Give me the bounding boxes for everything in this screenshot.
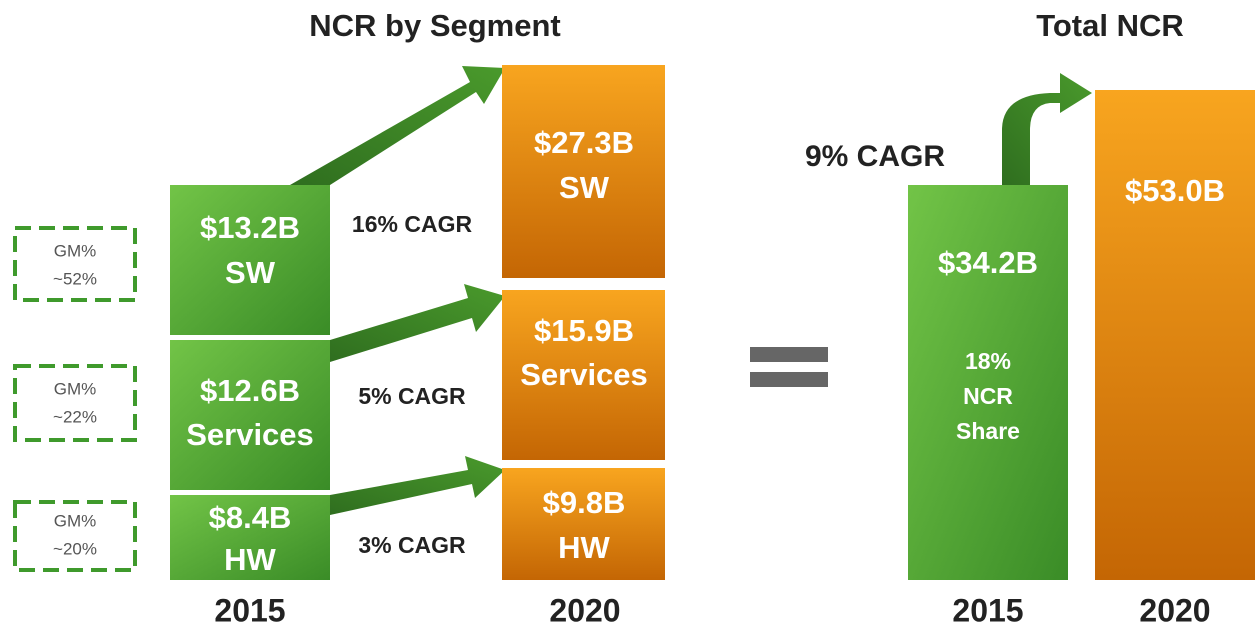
value: $8.4B [209, 500, 292, 535]
equals-bar [750, 347, 828, 362]
share-line: NCR [963, 383, 1013, 409]
share-line: Share [956, 418, 1020, 444]
segment-name: HW [558, 530, 610, 565]
total-box-2020 [1095, 90, 1255, 580]
value: $15.9B [534, 313, 634, 348]
segment-name: HW [224, 542, 276, 577]
gm-label: GM% [54, 379, 97, 398]
value: $13.2B [200, 210, 300, 245]
panel-title: Total NCR [1036, 8, 1184, 43]
cagr: 5% CAGR [358, 383, 466, 409]
box-2020 [502, 290, 665, 460]
year: 2020 [549, 592, 620, 628]
segment-name: Services [520, 357, 648, 392]
value: $53.0B [1125, 173, 1225, 208]
arrows [290, 66, 1092, 515]
gm-value: ~52% [53, 269, 97, 288]
box-2020 [502, 65, 665, 278]
total-box-2015 [908, 185, 1068, 580]
gm-value: ~20% [53, 539, 97, 558]
box-2015 [170, 495, 330, 580]
gm-value: ~22% [53, 407, 97, 426]
value: $9.8B [543, 485, 626, 520]
year: 2020 [1139, 592, 1210, 628]
value: $12.6B [200, 373, 300, 408]
cagr: 3% CAGR [358, 532, 466, 558]
value: $27.3B [534, 125, 634, 160]
share-line: 18% [965, 348, 1011, 374]
segment-name: SW [559, 170, 610, 205]
cagr: 16% CAGR [352, 211, 473, 237]
value: $34.2B [938, 245, 1038, 280]
gm-label: GM% [54, 511, 97, 530]
gm-label: GM% [54, 241, 97, 260]
box-2015 [170, 340, 330, 490]
cagr: 9% CAGR [805, 140, 945, 173]
equals-bar [750, 372, 828, 387]
segment-name: SW [225, 255, 276, 290]
gm-boxes [13, 226, 137, 572]
box-2020 [502, 468, 665, 580]
year: 2015 [952, 592, 1023, 628]
segment-name: Services [186, 417, 314, 452]
year: 2015 [214, 592, 285, 628]
box-2015 [170, 185, 330, 335]
panel-title: NCR by Segment [309, 8, 560, 43]
